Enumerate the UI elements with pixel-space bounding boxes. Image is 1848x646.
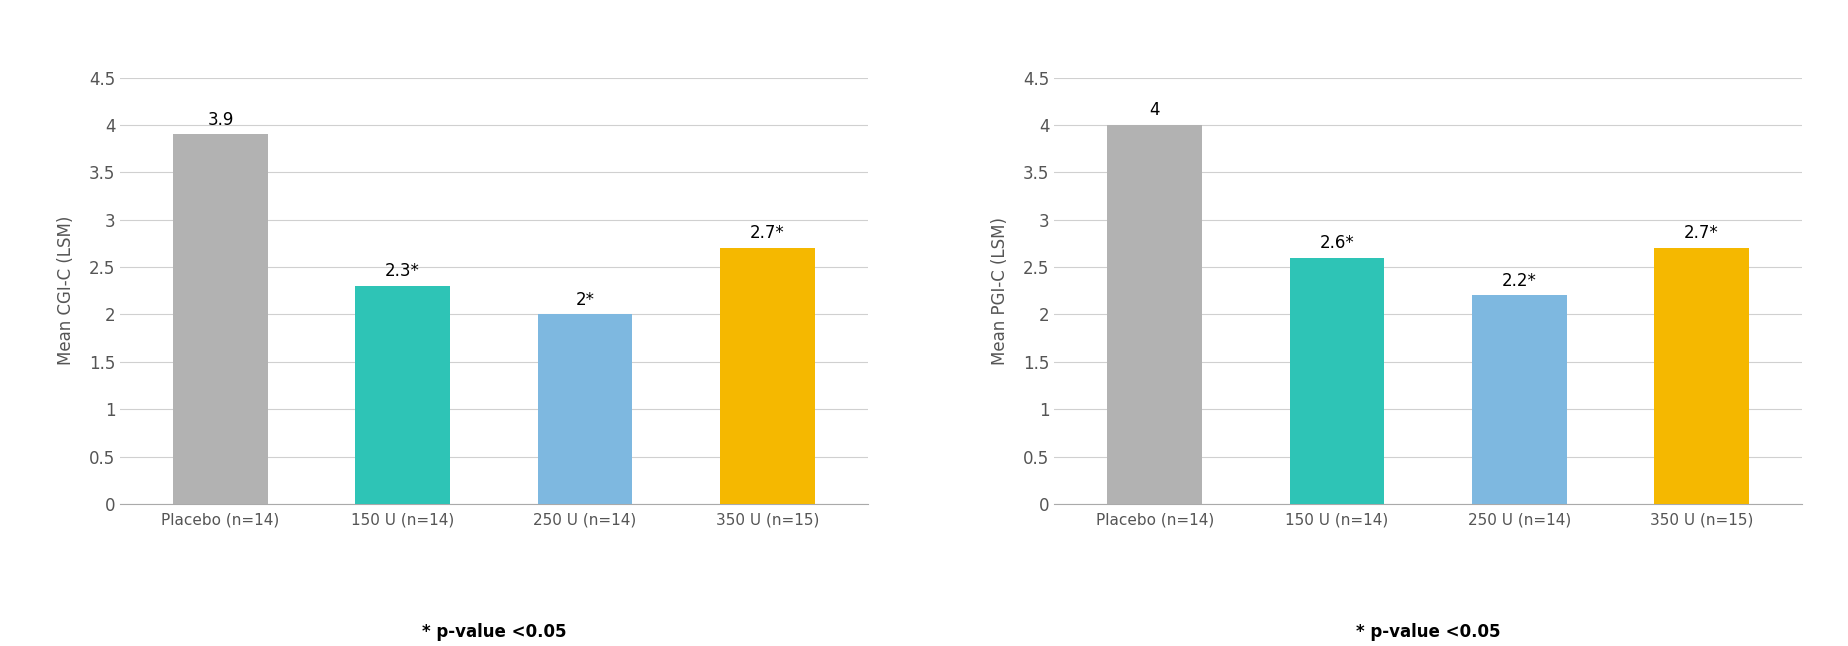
Text: 2.7*: 2.7* xyxy=(750,224,785,242)
Bar xyxy=(1290,258,1384,504)
Bar xyxy=(1654,248,1748,504)
Text: 2.7*: 2.7* xyxy=(1684,224,1719,242)
Text: 4: 4 xyxy=(1149,101,1161,120)
Y-axis label: Mean PGI-C (LSM): Mean PGI-C (LSM) xyxy=(991,216,1009,365)
Text: * p-value <0.05: * p-value <0.05 xyxy=(1356,623,1501,641)
Bar xyxy=(538,315,632,504)
Text: 2.3*: 2.3* xyxy=(384,262,419,280)
Bar xyxy=(721,248,815,504)
Text: 2.6*: 2.6* xyxy=(1319,234,1355,252)
Text: 3.9: 3.9 xyxy=(207,110,233,129)
Bar xyxy=(1107,125,1201,504)
Y-axis label: Mean CGI-C (LSM): Mean CGI-C (LSM) xyxy=(57,216,76,366)
Text: 2.2*: 2.2* xyxy=(1502,272,1538,290)
Bar xyxy=(174,134,268,504)
Text: * p-value <0.05: * p-value <0.05 xyxy=(421,623,565,641)
Bar xyxy=(355,286,451,504)
Text: 2*: 2* xyxy=(575,291,595,309)
Bar xyxy=(1471,295,1567,504)
